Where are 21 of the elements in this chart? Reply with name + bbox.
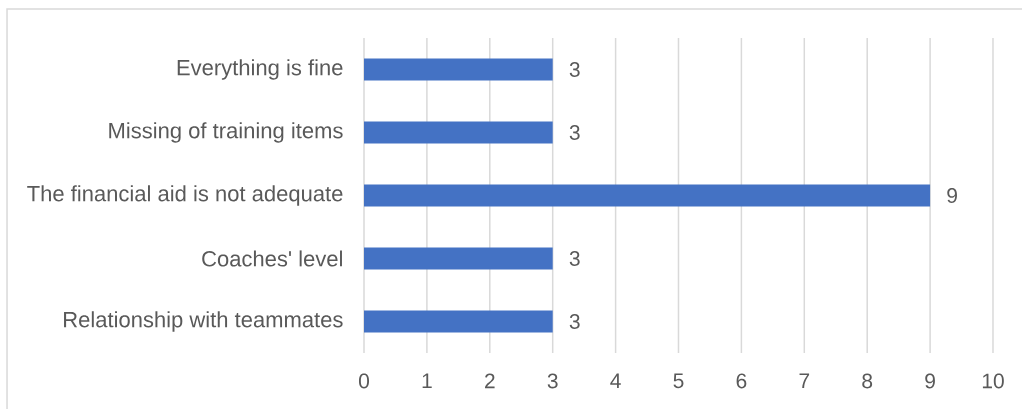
x-tick-label: 6 (736, 373, 747, 389)
x-tick-label: 8 (862, 373, 873, 389)
y-tick-label: Relationship with teammates (64, 311, 343, 332)
y-tick-label: The financial aid is not adequate (27, 185, 343, 206)
x-tick-label: 4 (610, 373, 621, 388)
data-label: 3 (569, 62, 580, 77)
data-label: 9 (947, 188, 957, 203)
x-tick-label: 7 (799, 373, 810, 388)
y-tick-label: Everything is fine (177, 59, 343, 80)
x-tick-label: 9 (925, 373, 935, 389)
x-tick-label: 0 (358, 373, 370, 389)
data-label: 3 (569, 125, 580, 140)
y-tick-label: Coaches' level (202, 250, 342, 267)
y-tick-label: Missing of training items (109, 122, 343, 143)
data-label: 3 (569, 314, 580, 329)
x-tick-label: 1 (422, 373, 432, 388)
x-tick-label: 10 (982, 373, 1004, 389)
x-tick-label: 5 (673, 373, 684, 389)
x-tick-label: 3 (547, 373, 558, 389)
data-label: 3 (569, 251, 580, 266)
x-tick-label: 2 (485, 373, 495, 389)
